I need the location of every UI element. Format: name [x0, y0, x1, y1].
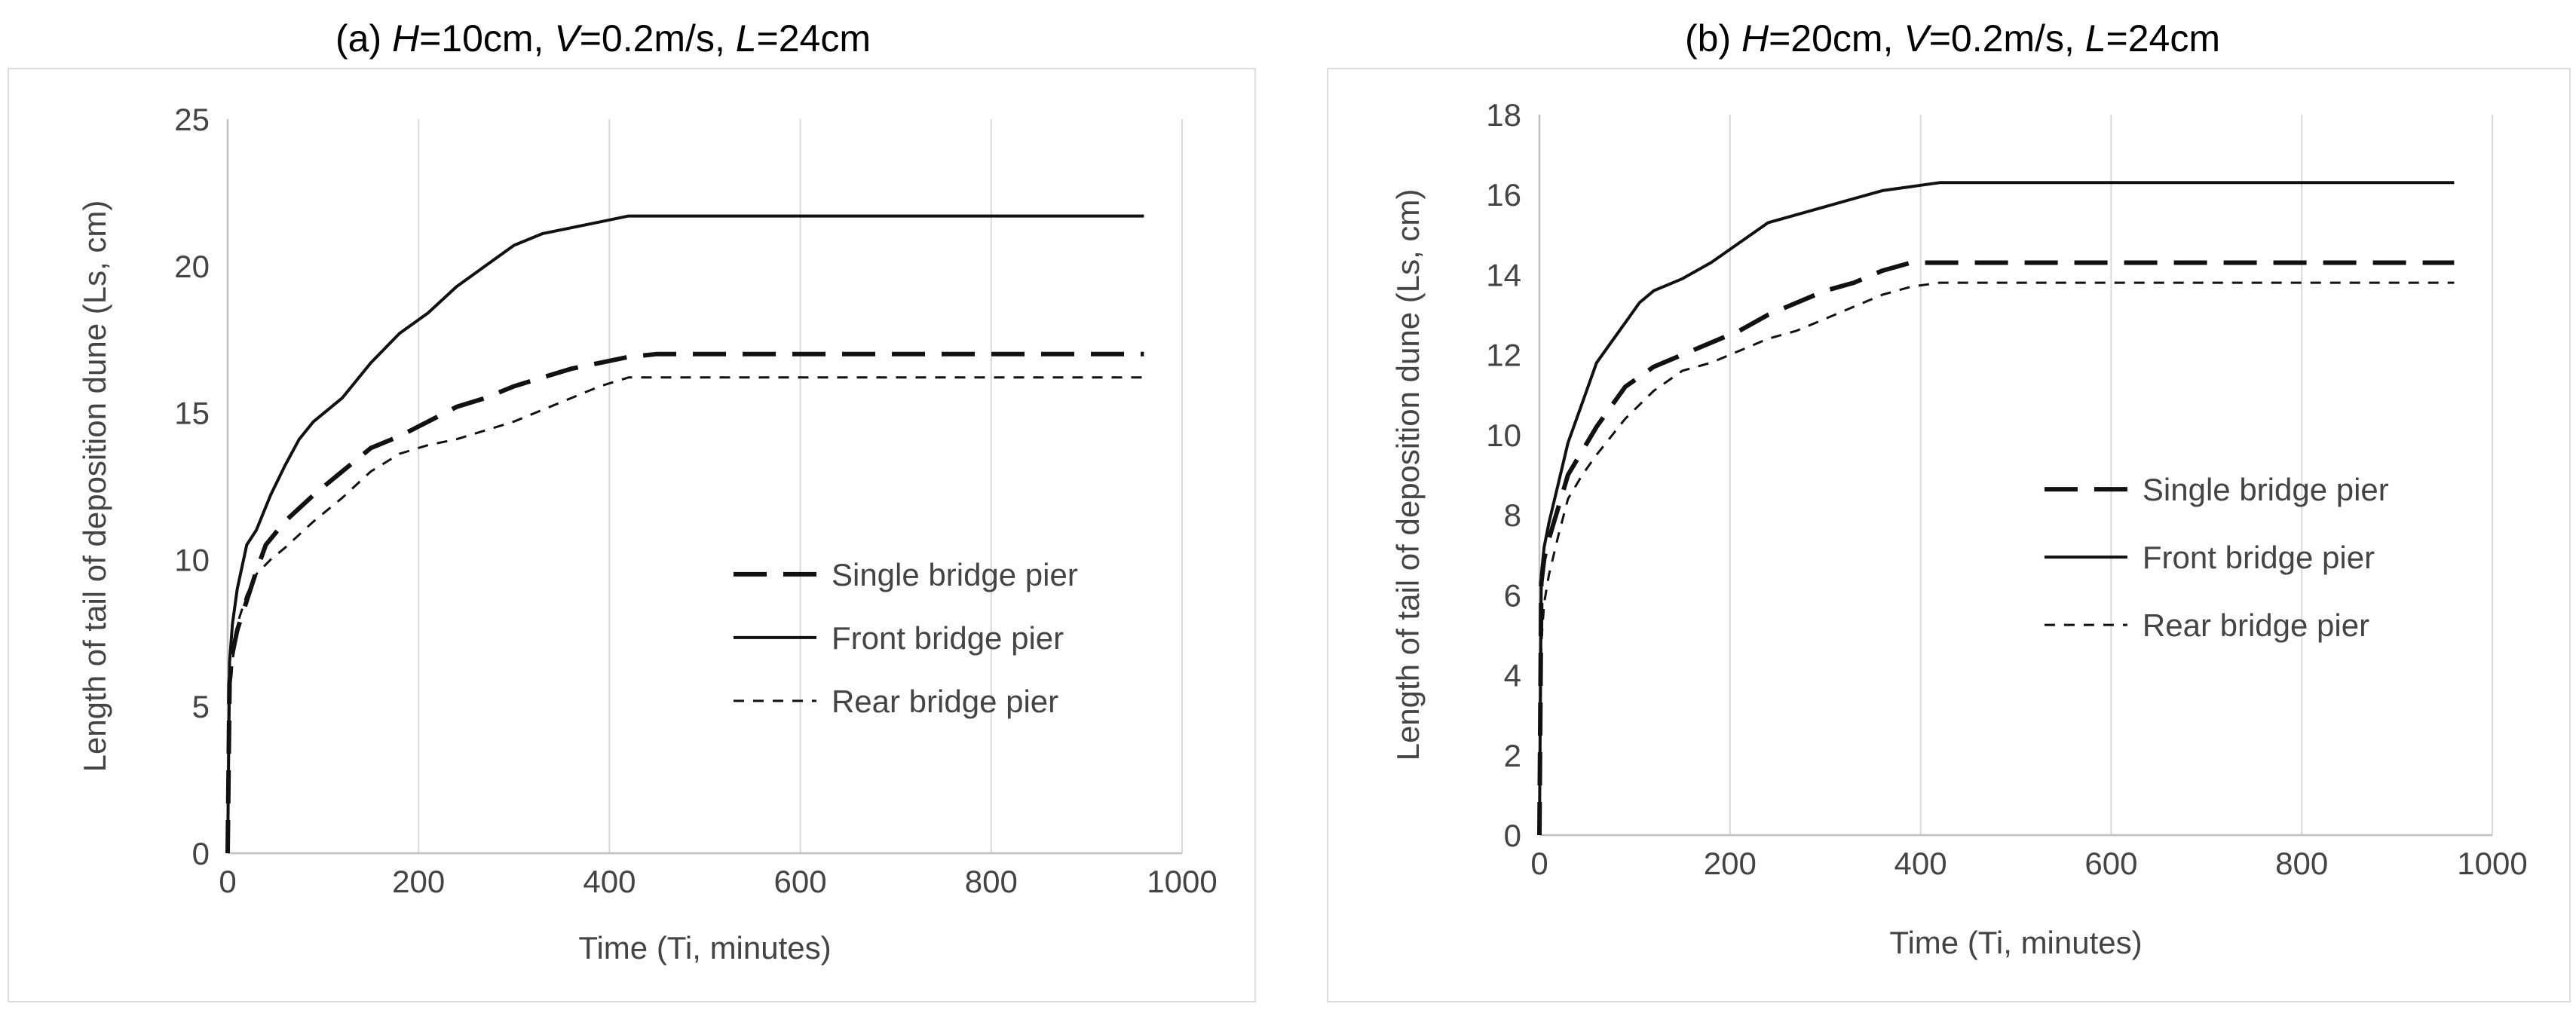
y-tick-label-a: 20 [174, 249, 210, 284]
x-tick-label-b: 400 [1894, 846, 1947, 881]
x-tick-label-b: 200 [1704, 846, 1757, 881]
x-tick-label-a: 1000 [1147, 864, 1217, 899]
legend-label-b: Single bridge pier [2143, 472, 2389, 507]
y-tick-label-a: 10 [174, 542, 210, 577]
x-tick-label-b: 0 [1530, 846, 1548, 881]
x-tick-label-b: 600 [2084, 846, 2137, 881]
y-tick-label-b: 6 [1504, 577, 1521, 613]
chart-panel-b [1327, 68, 2571, 1002]
chart-title-a: (a) H=10cm, V=0.2m/s, L=24cm [335, 17, 871, 60]
legend-label-a: Single bridge pier [832, 557, 1078, 592]
legend-label-b: Rear bridge pier [2143, 607, 2369, 643]
y-axis-label-a: Length of tail of deposition dune (Ls, c… [77, 200, 112, 773]
legend-label-a: Front bridge pier [832, 620, 1064, 656]
x-axis-label-b: Time (Ti, minutes) [1889, 925, 2142, 960]
y-tick-label-b: 2 [1504, 738, 1521, 773]
series-line-single-bridge-pier-a [225, 351, 1144, 854]
series-line-single-bridge-pier-b [1537, 260, 2455, 836]
series-line-rear-bridge-pier-a [226, 376, 1144, 854]
y-tick-label-a: 5 [192, 689, 210, 724]
y-tick-label-b: 0 [1504, 818, 1521, 853]
x-axis-label-a: Time (Ti, minutes) [578, 930, 831, 966]
y-tick-label-b: 10 [1486, 418, 1521, 453]
y-tick-label-a: 25 [174, 102, 210, 137]
x-tick-label-a: 400 [583, 864, 636, 899]
y-tick-label-b: 4 [1504, 658, 1521, 693]
chart-panel-a [8, 68, 1256, 1002]
y-tick-label-a: 15 [174, 396, 210, 431]
x-tick-label-a: 0 [219, 864, 236, 899]
y-tick-label-b: 18 [1486, 97, 1521, 133]
legend-label-a: Rear bridge pier [832, 684, 1058, 719]
y-tick-label-b: 16 [1486, 177, 1521, 213]
x-tick-label-b: 1000 [2457, 846, 2527, 881]
chart-title-b: (b) H=20cm, V=0.2m/s, L=24cm [1684, 17, 2221, 60]
legend-label-b: Front bridge pier [2143, 540, 2375, 575]
y-tick-label-b: 8 [1504, 497, 1521, 533]
series-line-front-bridge-pier-b [1538, 181, 2455, 836]
series-line-rear-bridge-pier-b [1538, 281, 2455, 836]
series-line-front-bridge-pier-a [226, 214, 1144, 854]
x-tick-label-a: 200 [392, 864, 445, 899]
y-axis-label-b: Length of tail of deposition dune (Ls, c… [1390, 189, 1426, 761]
y-tick-label-a: 0 [192, 836, 210, 871]
y-tick-label-b: 12 [1486, 338, 1521, 373]
x-tick-label-a: 800 [965, 864, 1018, 899]
y-tick-label-b: 14 [1486, 257, 1521, 292]
x-tick-label-a: 600 [774, 864, 827, 899]
x-tick-label-b: 800 [2275, 846, 2328, 881]
